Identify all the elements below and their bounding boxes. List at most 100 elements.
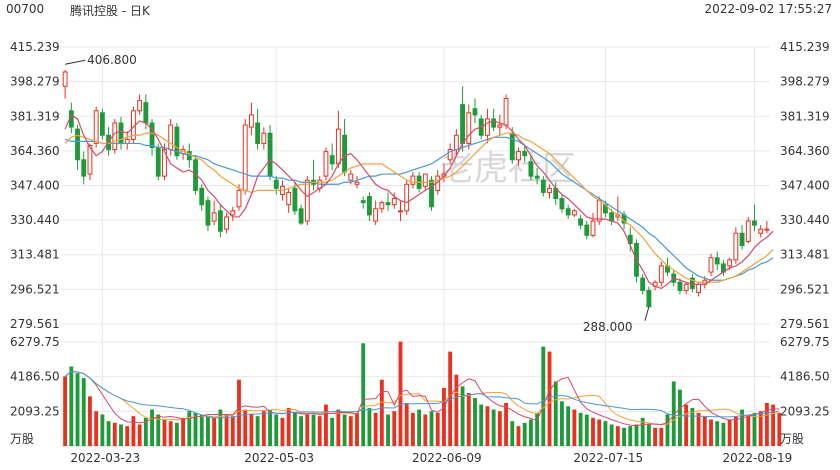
candle-body[interactable] (398, 210, 403, 213)
candle-body[interactable] (484, 118, 490, 136)
candle-body[interactable] (81, 159, 87, 177)
candle-body[interactable] (646, 289, 652, 308)
candle-body[interactable] (516, 151, 521, 161)
candle-body[interactable] (323, 151, 329, 177)
candle-body[interactable] (727, 259, 733, 267)
candle-body[interactable] (640, 277, 646, 291)
candle-body[interactable] (99, 112, 105, 136)
candle-body[interactable] (497, 124, 503, 128)
volume-bar (261, 411, 266, 446)
candle-body[interactable] (627, 234, 633, 244)
candle-body[interactable] (410, 175, 416, 185)
candle-body[interactable] (360, 200, 366, 204)
candle-body[interactable] (354, 181, 360, 185)
candle-body[interactable] (62, 71, 68, 87)
candle-body[interactable] (199, 187, 205, 206)
candle-body[interactable] (752, 220, 757, 226)
candle-body[interactable] (714, 257, 720, 265)
candle-body[interactable] (696, 283, 702, 293)
volume-bar (466, 393, 471, 446)
candle-body[interactable] (528, 161, 534, 177)
candle-body[interactable] (124, 138, 130, 144)
candle-body[interactable] (609, 212, 615, 222)
candle-body[interactable] (453, 134, 459, 151)
candle-body[interactable] (460, 104, 466, 144)
candle-body[interactable] (137, 100, 143, 112)
candle-body[interactable] (447, 149, 453, 161)
candle-body[interactable] (745, 220, 751, 242)
candle-body[interactable] (335, 128, 341, 165)
candle-body[interactable] (267, 132, 273, 177)
candle-body[interactable] (342, 134, 348, 173)
candle-body[interactable] (534, 175, 540, 179)
candle-body[interactable] (329, 155, 335, 165)
candle-body[interactable] (87, 144, 93, 175)
candle-body[interactable] (236, 189, 242, 208)
candle-body[interactable] (683, 283, 689, 291)
candle-body[interactable] (540, 179, 546, 193)
candle-body[interactable] (348, 173, 354, 181)
candle-body[interactable] (677, 281, 683, 291)
candle-body[interactable] (733, 232, 739, 261)
candle-body[interactable] (565, 208, 571, 216)
candle-body[interactable] (112, 122, 118, 151)
candle-body[interactable] (286, 191, 292, 206)
candle-body[interactable] (273, 179, 279, 189)
candle-body[interactable] (559, 198, 565, 210)
candle-body[interactable] (385, 202, 391, 206)
candle-body[interactable] (205, 200, 211, 226)
candle-body[interactable] (298, 208, 304, 224)
volume-bar (777, 412, 782, 446)
candle-body[interactable] (758, 228, 764, 234)
candle-body[interactable] (596, 200, 602, 222)
stock-title: 腾讯控股 - 日K (70, 4, 150, 18)
volume-bar (497, 411, 502, 446)
candle-body[interactable] (155, 147, 161, 177)
candle-body[interactable] (708, 257, 714, 273)
candle-body[interactable] (193, 159, 198, 191)
candle-body[interactable] (248, 114, 254, 128)
candle-body[interactable] (404, 183, 410, 212)
volume-bar (268, 409, 272, 446)
candle-body[interactable] (373, 208, 379, 222)
candle-body[interactable] (578, 218, 584, 226)
candle-body[interactable] (217, 210, 223, 232)
candle-body[interactable] (162, 149, 167, 177)
candle-body[interactable] (584, 224, 590, 236)
candle-body[interactable] (422, 173, 428, 187)
candle-body[interactable] (174, 126, 180, 157)
candle-body[interactable] (547, 187, 552, 193)
candle-body[interactable] (466, 112, 472, 144)
candle-body[interactable] (224, 216, 230, 230)
candle-body[interactable] (472, 108, 478, 116)
volume-bar (398, 341, 403, 446)
candle-body[interactable] (522, 151, 528, 157)
candle-body[interactable] (143, 102, 149, 124)
candle-body[interactable] (503, 98, 509, 126)
candle-body[interactable] (149, 122, 155, 149)
candle-body[interactable] (93, 110, 99, 144)
candle-body[interactable] (739, 232, 745, 247)
candle-body[interactable] (391, 198, 397, 206)
candle-body[interactable] (292, 187, 298, 212)
candle-body[interactable] (658, 265, 664, 283)
y-tick-right: 415.239 (780, 40, 830, 54)
candle-body[interactable] (429, 179, 434, 208)
candle-body[interactable] (255, 122, 261, 144)
candle-body[interactable] (242, 124, 248, 191)
candlesticks[interactable] (62, 69, 770, 308)
candle-body[interactable] (491, 118, 497, 128)
candle-body[interactable] (366, 196, 372, 216)
candle-body[interactable] (509, 132, 515, 161)
candle-body[interactable] (211, 212, 217, 222)
candle-body[interactable] (590, 220, 596, 236)
candle-body[interactable] (261, 132, 267, 144)
candle-body[interactable] (304, 179, 310, 222)
candle-body[interactable] (764, 228, 770, 231)
candle-body[interactable] (379, 202, 385, 210)
candle-body[interactable] (571, 210, 577, 216)
candle-body[interactable] (75, 128, 80, 161)
candle-body[interactable] (230, 210, 236, 216)
candle-body[interactable] (168, 124, 174, 151)
